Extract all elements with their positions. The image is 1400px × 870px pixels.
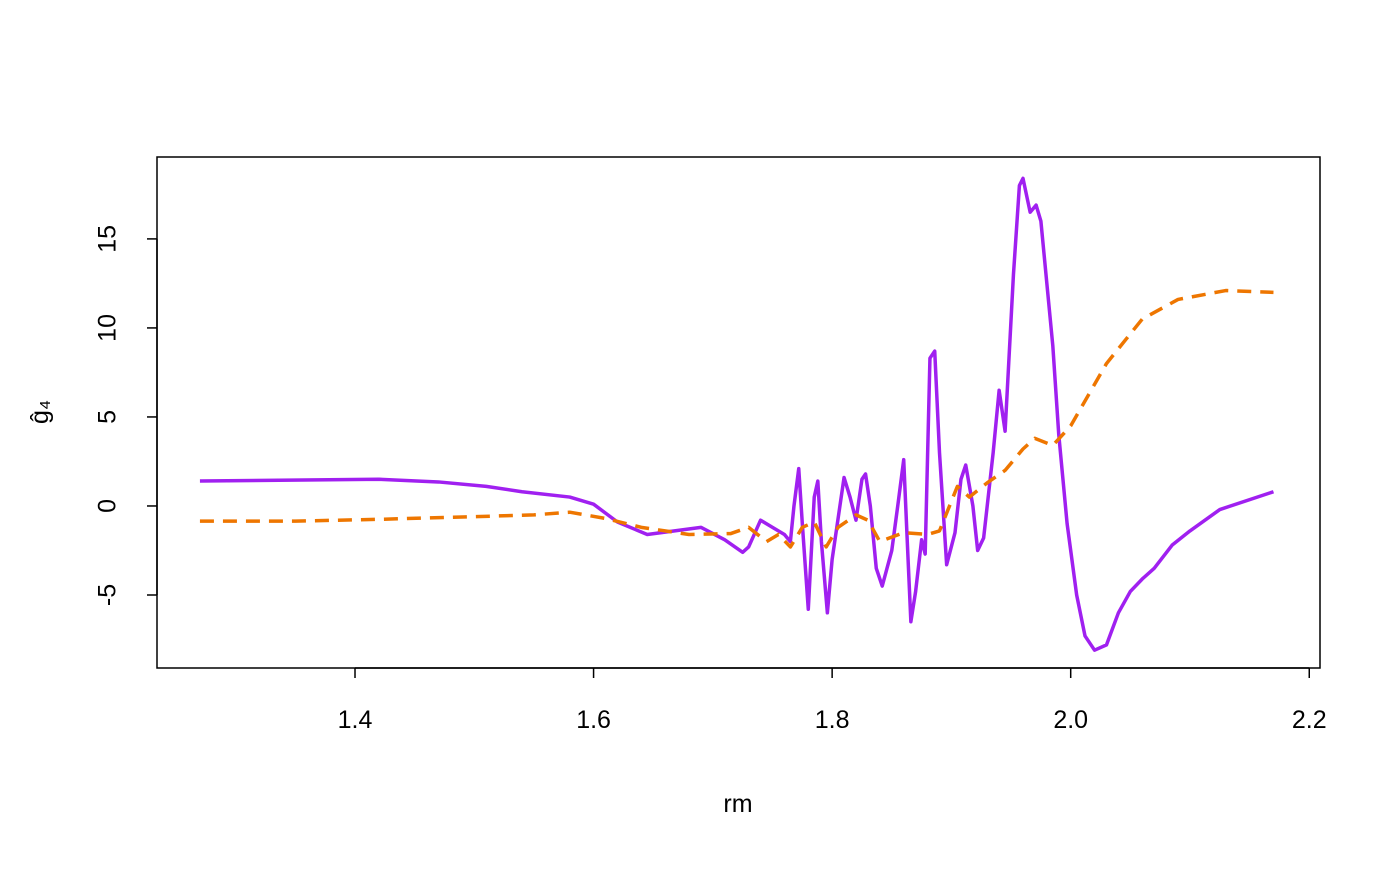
x-tick-label: 2.0 <box>1053 706 1088 734</box>
y-axis-label: ĝ₄ <box>26 400 54 424</box>
y-tick-label: 15 <box>94 225 122 253</box>
x-tick-label: 1.4 <box>338 706 373 734</box>
y-tick-label: 0 <box>94 499 122 513</box>
x-axis-label: rm <box>723 790 752 818</box>
series-line <box>199 288 1274 549</box>
x-tick-label: 1.6 <box>576 706 611 734</box>
x-tick-label: 1.8 <box>815 706 850 734</box>
y-tick-label: 5 <box>94 410 122 424</box>
x-tick-label: 2.2 <box>1292 706 1327 734</box>
series-line <box>199 176 1275 652</box>
y-tick-label: 10 <box>94 314 122 342</box>
plot-frame <box>156 156 1321 669</box>
y-tick-label: -5 <box>94 584 122 606</box>
